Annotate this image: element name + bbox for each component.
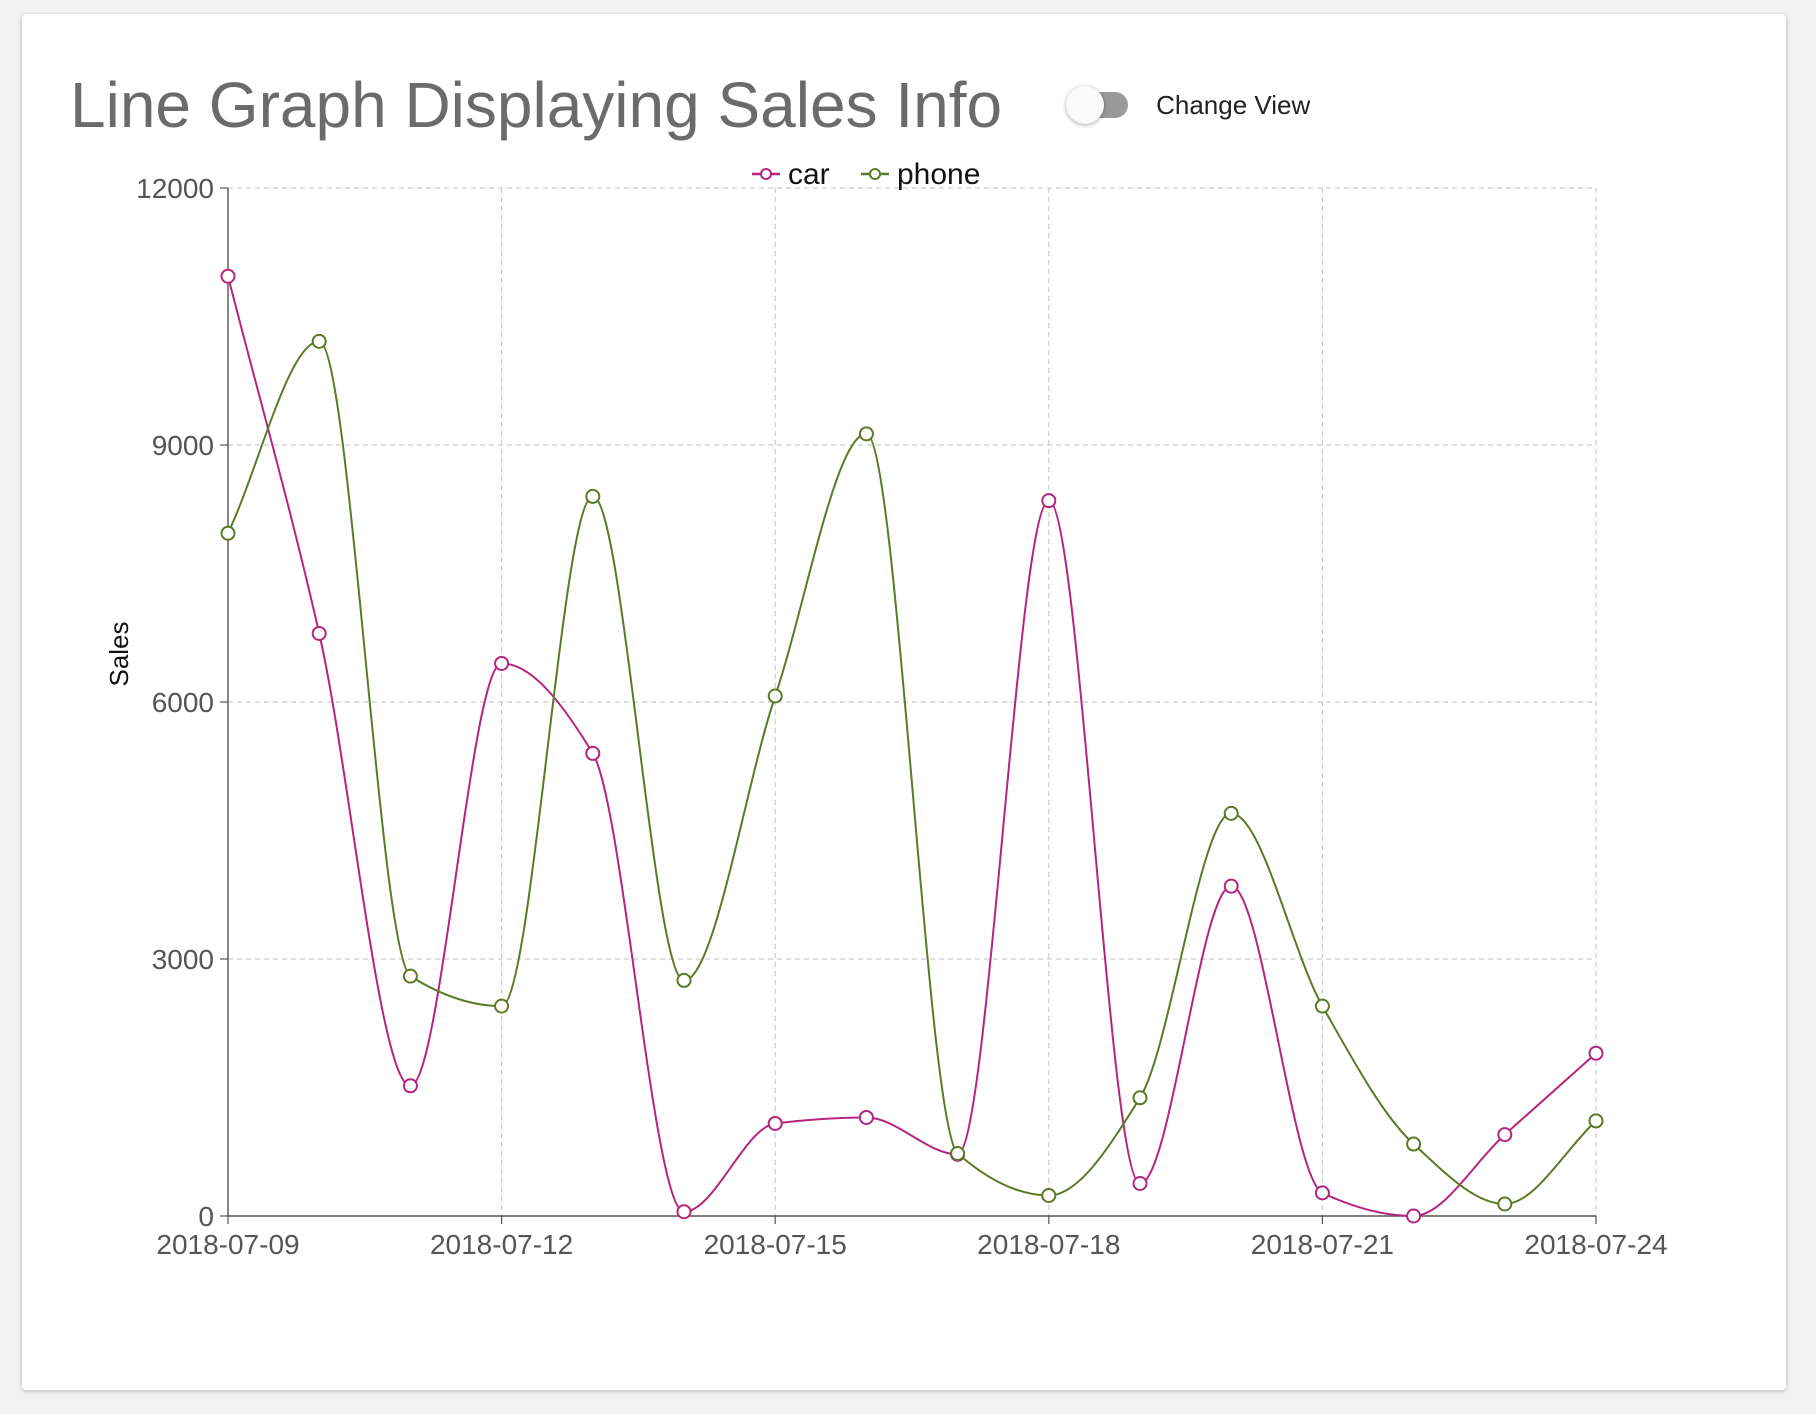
change-view-toggle[interactable]: Change View <box>1066 86 1311 124</box>
data-point-phone[interactable] <box>585 488 601 504</box>
y-tick-label: 0 <box>198 1201 214 1232</box>
y-tick-label: 3000 <box>152 944 214 975</box>
chart-card: Line Graph Displaying Sales Info Change … <box>22 14 1786 1390</box>
data-point-phone[interactable] <box>858 426 874 442</box>
y-tick-label: 6000 <box>152 687 214 718</box>
x-tick-label: 2018-07-21 <box>1251 1229 1394 1260</box>
data-point-phone[interactable] <box>1497 1196 1513 1212</box>
data-point-phone[interactable] <box>494 998 510 1014</box>
x-tick-label: 2018-07-18 <box>977 1229 1120 1260</box>
x-tick-label: 2018-07-12 <box>430 1229 573 1260</box>
data-point-car[interactable] <box>1314 1185 1330 1201</box>
data-point-phone[interactable] <box>676 972 692 988</box>
data-point-car[interactable] <box>311 625 327 641</box>
data-point-car[interactable] <box>1041 493 1057 509</box>
data-point-car[interactable] <box>494 655 510 671</box>
x-tick-label: 2018-07-15 <box>704 1229 847 1260</box>
toggle-switch[interactable] <box>1066 86 1129 124</box>
y-tick-label: 12000 <box>136 173 214 204</box>
data-point-car[interactable] <box>1497 1127 1513 1143</box>
toggle-thumb[interactable] <box>1066 86 1105 124</box>
legend-swatch-marker-car <box>760 168 772 180</box>
data-point-car[interactable] <box>676 1204 692 1220</box>
data-point-car[interactable] <box>402 1078 418 1094</box>
grid-lines <box>227 187 1597 1216</box>
y-axis-label: Sales <box>104 621 134 686</box>
data-point-car[interactable] <box>858 1109 874 1125</box>
data-point-phone[interactable] <box>1132 1090 1148 1106</box>
series-points <box>220 268 1604 1224</box>
legend-swatch-marker-phone <box>869 168 881 180</box>
series-line-phone <box>227 340 1597 1206</box>
data-point-car[interactable] <box>585 745 601 761</box>
series-line-car <box>227 275 1597 1218</box>
toggle-label: Change View <box>1156 89 1311 120</box>
data-point-phone[interactable] <box>950 1145 966 1161</box>
data-point-car[interactable] <box>1223 878 1239 894</box>
data-point-car[interactable] <box>220 268 236 284</box>
data-point-phone[interactable] <box>1223 805 1239 821</box>
data-point-phone[interactable] <box>1314 998 1330 1014</box>
data-point-phone[interactable] <box>1406 1136 1422 1152</box>
data-point-phone[interactable] <box>220 525 236 541</box>
data-point-car[interactable] <box>1132 1175 1148 1191</box>
legend-label-phone: phone <box>897 158 980 191</box>
card-header: Line Graph Displaying Sales Info Change … <box>70 50 1310 160</box>
data-point-phone[interactable] <box>1041 1187 1057 1203</box>
data-point-car[interactable] <box>767 1115 783 1131</box>
y-tick-label: 9000 <box>152 430 214 461</box>
data-point-phone[interactable] <box>1588 1113 1604 1129</box>
legend: car phone <box>752 158 980 191</box>
data-point-phone[interactable] <box>767 688 783 704</box>
data-point-car[interactable] <box>1406 1208 1422 1224</box>
data-point-phone[interactable] <box>402 968 418 984</box>
x-tick-label: 2018-07-24 <box>1524 1229 1667 1260</box>
data-point-phone[interactable] <box>311 333 327 349</box>
line-chart: 2018-07-09 2018-07-12 2018-07-15 2018-07-18… <box>104 158 1668 1260</box>
y-axis: 0 3000 6000 9000 12000 <box>136 173 229 1232</box>
page-title: Line Graph Displaying Sales Info <box>70 69 1003 141</box>
x-tick-label: 2018-07-09 <box>156 1229 299 1260</box>
series-lines <box>227 275 1597 1218</box>
legend-label-car: car <box>788 158 830 191</box>
x-axis: 2018-07-09 2018-07-12 2018-07-15 2018-07-18… <box>156 1215 1668 1260</box>
data-point-car[interactable] <box>1588 1045 1604 1061</box>
